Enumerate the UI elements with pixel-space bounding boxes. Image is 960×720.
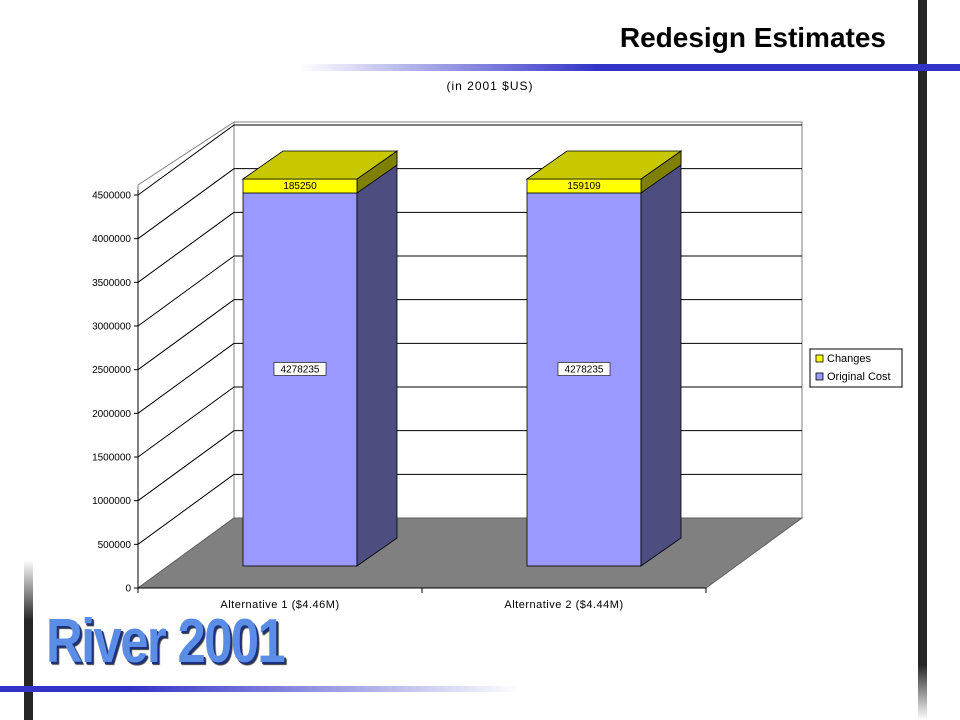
y-tick-label: 3000000 — [92, 322, 131, 333]
gridline-side — [137, 473, 235, 545]
legend-label: Original Cost — [827, 371, 891, 383]
data-label-box — [557, 362, 611, 376]
x-category-label: Alternative 2 ($4.44M) — [504, 599, 623, 611]
y-tick-label: 4000000 — [92, 234, 131, 245]
legend-swatch — [815, 372, 824, 381]
data-label-changes: 159109 — [567, 181, 601, 192]
chart-subtitle: (in 2001 $US) — [446, 79, 533, 93]
bar-original-cost — [242, 192, 358, 567]
bar-top-face — [525, 150, 683, 180]
data-label-original-cost: 4278235 — [565, 365, 604, 376]
title-underline — [300, 64, 960, 71]
y-tick-label: 1000000 — [92, 496, 131, 507]
bar-original-cost — [526, 192, 642, 567]
gridline-side — [137, 168, 235, 240]
legend-box — [809, 348, 903, 388]
gridline-side — [137, 124, 235, 196]
gridline-side — [137, 386, 235, 458]
x-category-label: Alternative 1 ($4.46M) — [220, 599, 339, 611]
bar-top-face — [241, 150, 399, 180]
y-tick-label: 3500000 — [92, 278, 131, 289]
gridline-side — [137, 430, 235, 502]
frame-bar-right — [918, 0, 927, 665]
bar-side-face — [356, 150, 398, 567]
gridline-side — [137, 211, 235, 283]
chart-side-wall — [137, 121, 235, 589]
y-tick-label: 2500000 — [92, 365, 131, 376]
gridline-side — [137, 255, 235, 327]
y-tick-label: 0 — [125, 584, 131, 595]
bar-side-face — [640, 150, 682, 567]
river-2001-logo: River 2001 — [46, 607, 286, 676]
data-label-changes: 185250 — [283, 181, 317, 192]
frame-bar-left-fade — [24, 560, 33, 620]
data-label-original-cost: 4278235 — [281, 365, 320, 376]
y-tick-label: 2000000 — [92, 409, 131, 420]
frame-bar-left — [24, 620, 33, 720]
gridline-side — [137, 299, 235, 371]
chart-floor — [136, 517, 804, 589]
y-tick-label: 4500000 — [92, 191, 131, 202]
y-tick-label: 1500000 — [92, 453, 131, 464]
footer-line — [0, 686, 520, 692]
y-tick-label: 500000 — [98, 540, 132, 551]
data-label-box — [273, 362, 327, 376]
gridline-side — [137, 342, 235, 414]
legend-swatch — [815, 354, 824, 363]
legend-label: Changes — [827, 353, 872, 365]
slide-title: Redesign Estimates — [619, 22, 886, 53]
frame-bar-right-fade — [918, 665, 927, 720]
